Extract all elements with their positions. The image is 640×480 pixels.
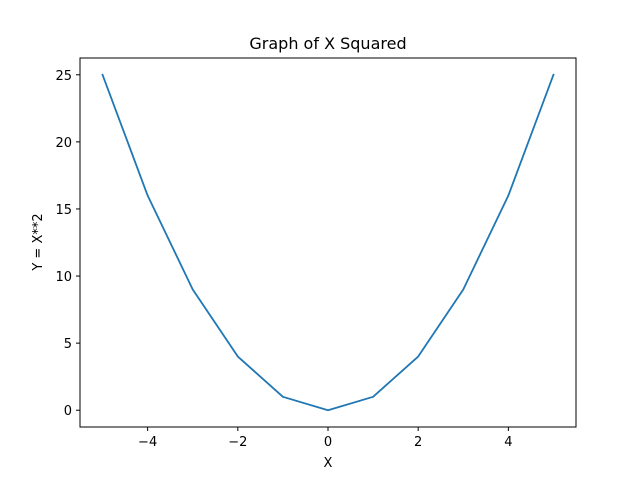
x-tick-label: 2 xyxy=(414,435,422,450)
y-tick-label: 5 xyxy=(64,337,72,352)
x-axis-label: X xyxy=(324,456,333,471)
x-tick-label: 4 xyxy=(504,435,512,450)
x-tick-label: −4 xyxy=(138,435,157,450)
x-tick-label: 0 xyxy=(324,435,332,450)
x-tick-label: −2 xyxy=(228,435,247,450)
y-tick-label: 25 xyxy=(55,69,72,84)
y-axis-label: Y = X**2 xyxy=(31,213,46,271)
y-tick-label: 20 xyxy=(55,136,72,151)
y-axis-ticks: 0 5 10 15 20 25 xyxy=(55,69,80,419)
y-tick-label: 0 xyxy=(64,404,72,419)
y-tick-label: 10 xyxy=(55,270,72,285)
y-tick-label: 15 xyxy=(55,203,72,218)
plot-frame xyxy=(79,57,577,428)
x-axis-ticks: −4 −2 0 2 4 xyxy=(138,427,513,450)
series-line xyxy=(101,73,555,412)
chart-title: Graph of X Squared xyxy=(249,34,406,53)
